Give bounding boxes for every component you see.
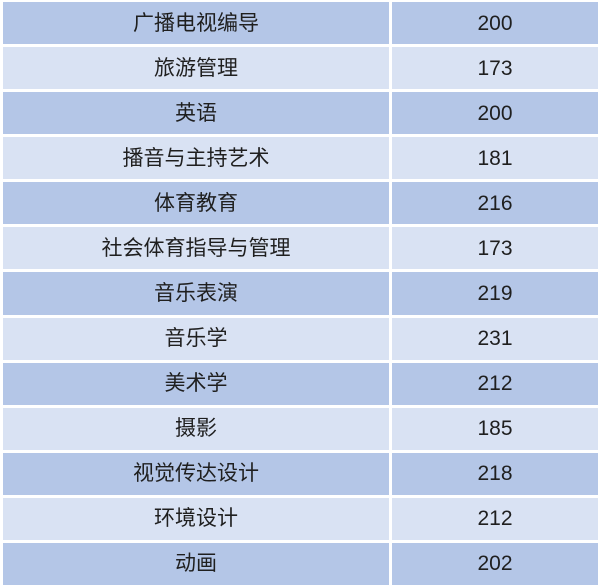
table-row: 播音与主持艺术 181 — [3, 137, 598, 180]
score-cell: 185 — [392, 407, 598, 450]
score-cell: 219 — [392, 272, 598, 315]
major-cell: 旅游管理 — [3, 47, 389, 90]
major-cell: 音乐表演 — [3, 272, 389, 315]
major-cell: 英语 — [3, 92, 389, 135]
table-row: 动画 202 — [3, 542, 598, 586]
major-cell: 音乐学 — [3, 317, 389, 360]
table-row: 视觉传达设计 218 — [3, 452, 598, 495]
major-cell: 动画 — [3, 542, 389, 586]
table-row: 摄影 185 — [3, 407, 598, 450]
table-row: 美术学 212 — [3, 362, 598, 405]
score-cell: 212 — [392, 362, 598, 405]
score-cell: 202 — [392, 542, 598, 586]
score-cell: 218 — [392, 452, 598, 495]
major-cell: 美术学 — [3, 362, 389, 405]
score-cell: 212 — [392, 497, 598, 540]
major-cell: 视觉传达设计 — [3, 452, 389, 495]
major-cell: 广播电视编导 — [3, 2, 389, 45]
major-cell: 环境设计 — [3, 497, 389, 540]
score-cell: 200 — [392, 2, 598, 45]
score-cell: 181 — [392, 137, 598, 180]
table-row: 音乐学 231 — [3, 317, 598, 360]
table-row: 体育教育 216 — [3, 182, 598, 225]
score-cell: 173 — [392, 227, 598, 270]
table-row: 音乐表演 219 — [3, 272, 598, 315]
score-cell: 231 — [392, 317, 598, 360]
table-row: 旅游管理 173 — [3, 47, 598, 90]
major-cell: 摄影 — [3, 407, 389, 450]
major-cell: 播音与主持艺术 — [3, 137, 389, 180]
table-row: 英语 200 — [3, 92, 598, 135]
score-cell: 200 — [392, 92, 598, 135]
major-cell: 社会体育指导与管理 — [3, 227, 389, 270]
score-cell: 216 — [392, 182, 598, 225]
table-row: 广播电视编导 200 — [3, 2, 598, 45]
table-row: 社会体育指导与管理 173 — [3, 227, 598, 270]
score-cell: 173 — [392, 47, 598, 90]
major-cell: 体育教育 — [3, 182, 389, 225]
table-row: 环境设计 212 — [3, 497, 598, 540]
